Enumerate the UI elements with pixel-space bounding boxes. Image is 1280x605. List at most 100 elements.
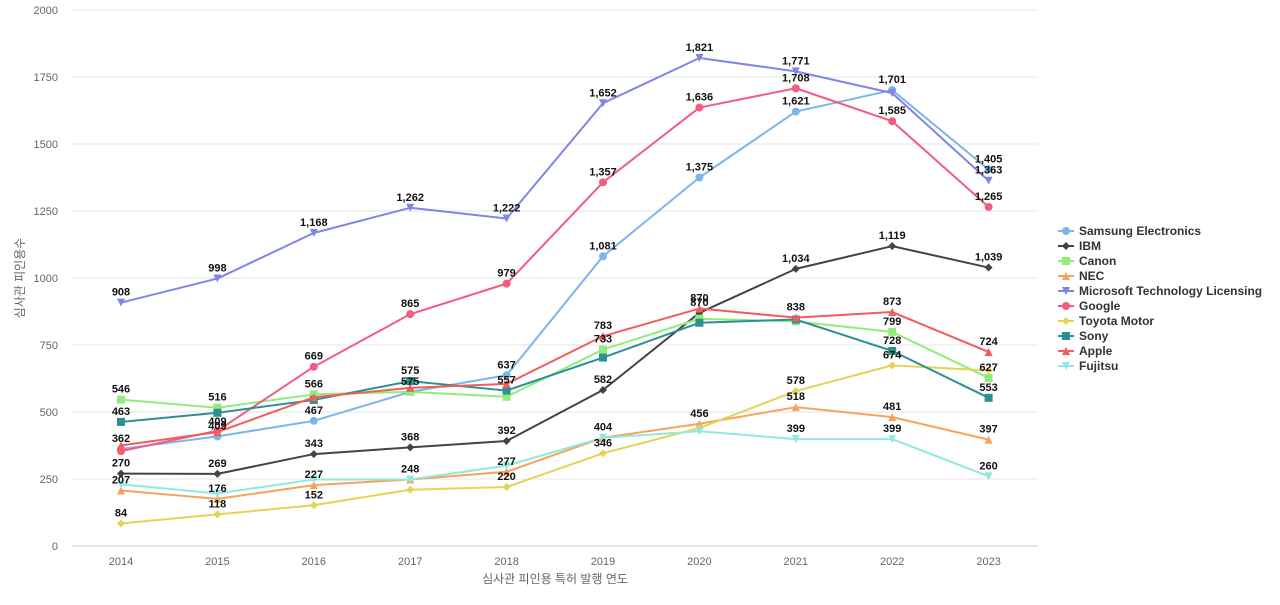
data-point[interactable] [888,308,897,317]
data-point[interactable] [117,480,125,489]
data-point[interactable] [213,428,222,437]
data-point[interactable] [888,413,897,422]
data-point[interactable] [309,393,318,402]
data-point[interactable] [309,501,318,510]
data-point[interactable] [599,345,607,354]
data-point[interactable] [599,433,607,442]
data-point[interactable] [791,435,800,444]
data-point[interactable] [984,393,993,402]
legend-item[interactable]: Samsung Electronics [1058,224,1201,238]
data-point[interactable] [502,467,511,476]
data-point[interactable] [213,274,222,283]
data-point[interactable] [984,472,993,481]
data-point[interactable] [406,310,415,319]
data-point[interactable] [599,252,607,261]
data-point[interactable] [309,416,318,425]
data-point[interactable] [984,263,993,272]
data-point[interactable] [406,203,415,212]
data-point[interactable] [695,173,704,182]
legend-item[interactable]: Fujitsu [1058,359,1118,373]
data-point[interactable] [502,371,511,380]
series-line[interactable] [120,89,990,450]
data-point[interactable] [695,103,704,112]
data-point[interactable] [599,353,607,362]
legend-item[interactable]: Canon [1058,254,1116,268]
data-point[interactable] [695,314,704,323]
data-point[interactable] [695,53,704,62]
series-line[interactable] [120,318,990,423]
data-point[interactable] [888,117,897,126]
data-point[interactable] [599,386,607,395]
data-point[interactable] [888,361,897,370]
data-point[interactable] [984,366,993,375]
data-point[interactable] [695,318,704,327]
data-point[interactable] [406,383,415,392]
data-point[interactable] [695,419,704,428]
data-point[interactable] [791,84,800,93]
data-point[interactable] [406,485,415,494]
data-point[interactable] [502,386,511,395]
data-point[interactable] [984,373,993,382]
legend-item[interactable]: Microsoft Technology Licensing [1058,284,1262,298]
data-point[interactable] [599,178,607,187]
data-point[interactable] [888,89,897,98]
data-point[interactable] [888,435,897,444]
data-point[interactable] [791,403,800,412]
data-point[interactable] [117,441,125,450]
data-point[interactable] [791,313,800,322]
data-point[interactable] [984,165,993,174]
data-point[interactable] [117,469,125,478]
data-point[interactable] [213,489,222,498]
data-point[interactable] [984,347,993,356]
data-point[interactable] [213,408,222,417]
data-point[interactable] [791,264,800,273]
data-point[interactable] [117,417,125,426]
data-point[interactable] [309,475,318,484]
data-point[interactable] [502,214,511,223]
series-line[interactable] [120,430,989,495]
series-line[interactable] [120,87,990,453]
data-point[interactable] [502,279,511,288]
data-point[interactable] [406,387,415,396]
data-point[interactable] [309,362,318,371]
data-point[interactable] [309,450,318,459]
legend-item[interactable]: Toyota Motor [1058,314,1154,328]
data-point[interactable] [117,519,125,528]
data-point[interactable] [213,403,222,412]
data-point[interactable] [599,449,607,458]
data-point[interactable] [888,242,897,251]
data-point[interactable] [309,481,318,490]
data-point[interactable] [406,475,415,484]
legend-item[interactable]: Google [1058,299,1121,313]
data-point[interactable] [502,483,511,492]
data-point[interactable] [213,494,222,503]
data-point[interactable] [213,510,222,519]
data-point[interactable] [695,304,704,313]
data-point[interactable] [695,427,704,436]
data-point[interactable] [502,461,511,470]
data-point[interactable] [117,298,125,307]
data-point[interactable] [213,469,222,478]
legend-item[interactable]: IBM [1058,239,1101,253]
data-point[interactable] [791,387,800,396]
data-point[interactable] [984,176,993,185]
data-point[interactable] [984,202,993,211]
data-point[interactable] [984,435,993,444]
data-point[interactable] [599,332,607,341]
series-line[interactable] [120,317,990,409]
series-line[interactable] [120,245,989,475]
data-point[interactable] [502,392,511,401]
series-line[interactable] [120,406,989,500]
data-point[interactable] [117,486,125,495]
data-point[interactable] [502,379,511,388]
series-line[interactable] [120,307,989,447]
data-point[interactable] [791,67,800,76]
data-point[interactable] [791,107,800,116]
data-point[interactable] [309,228,318,237]
legend-item[interactable]: Sony [1058,329,1109,343]
data-point[interactable] [406,377,415,386]
data-point[interactable] [888,327,897,336]
legend[interactable]: Samsung ElectronicsIBMCanonNECMicrosoft … [1058,224,1262,373]
data-point[interactable] [599,99,607,108]
data-point[interactable] [502,436,511,445]
